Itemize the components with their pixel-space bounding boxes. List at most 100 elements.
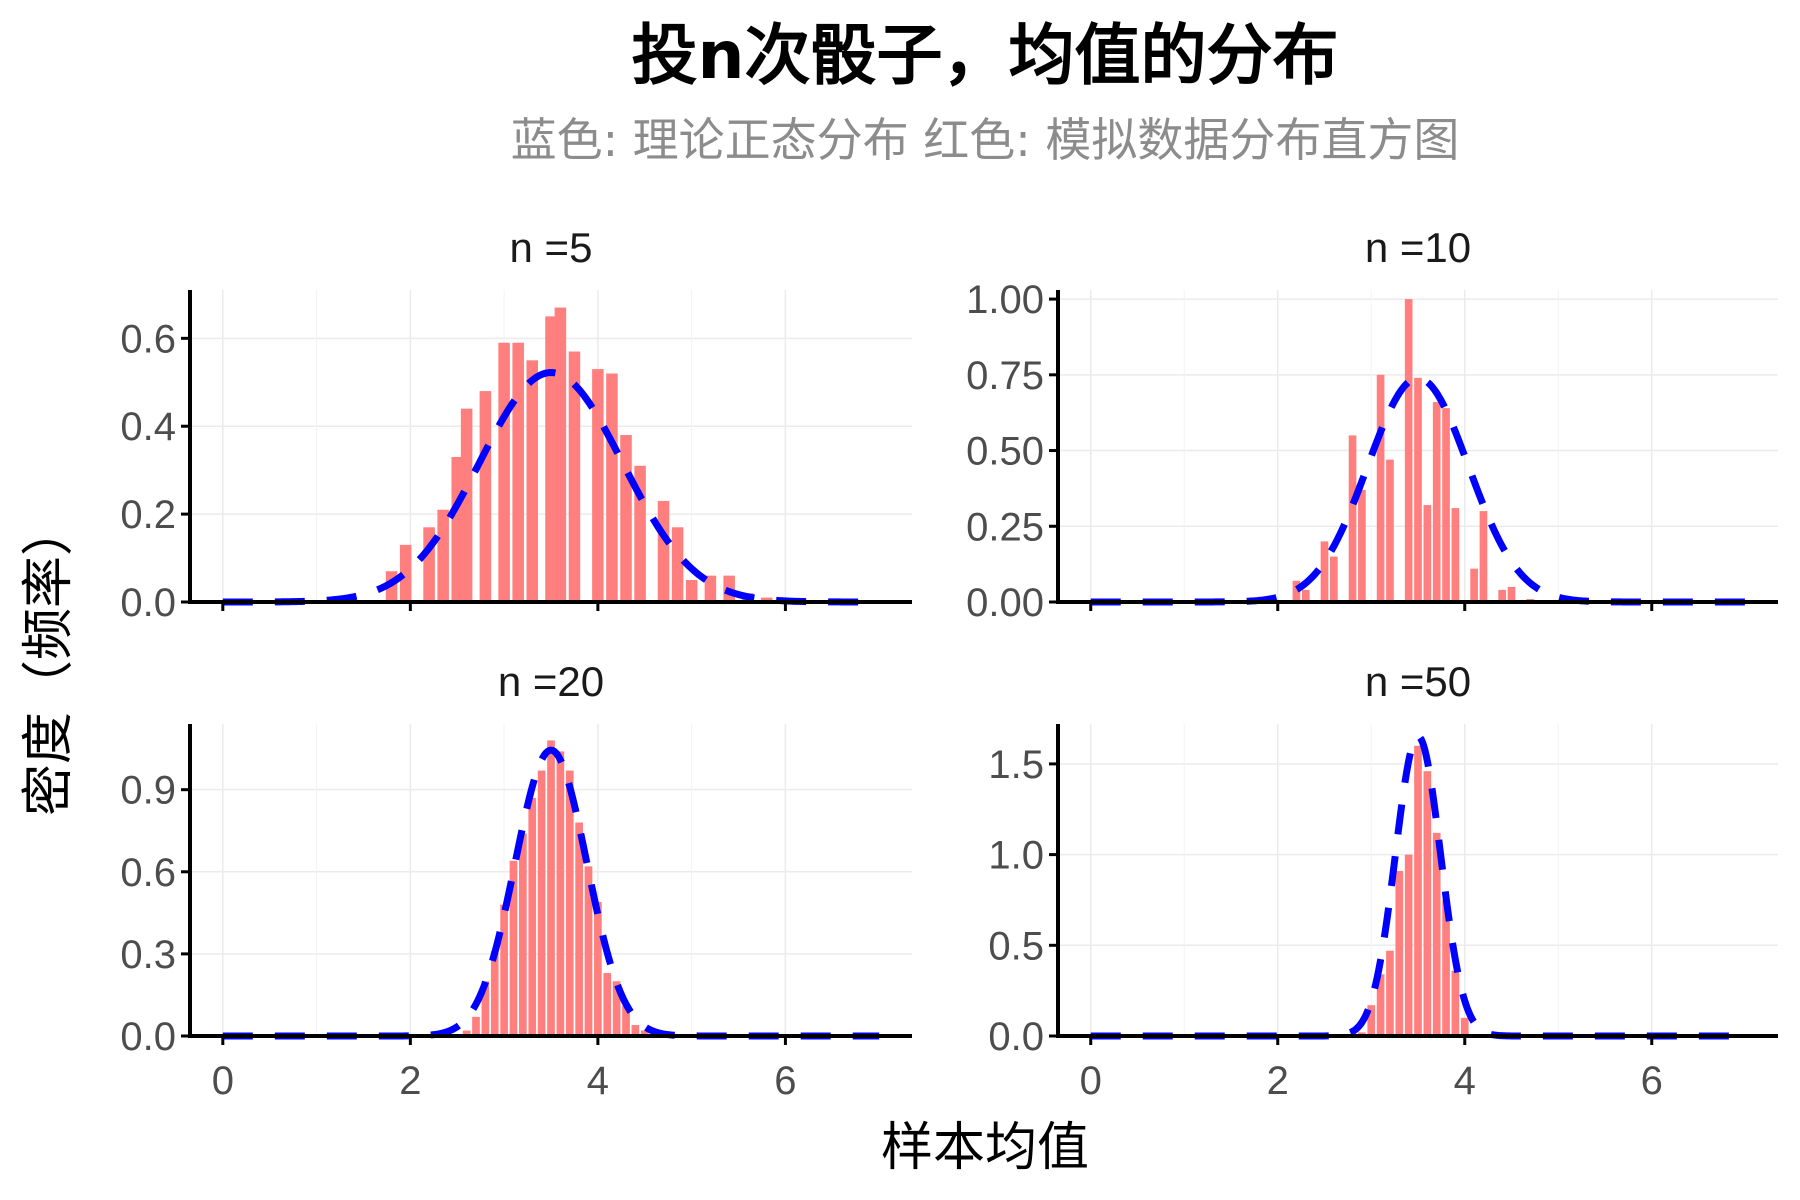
histogram-bar <box>565 770 574 1036</box>
histogram-bar <box>481 981 490 1036</box>
histogram-bar <box>1367 1005 1376 1036</box>
histogram-bar <box>1414 377 1422 602</box>
histogram-bar <box>1479 511 1488 602</box>
facet-panel-n50: n =50 0.0 0.5 1.0 1.5 0 2 4 6 <box>988 658 1778 1103</box>
y-tick-label: 0.5 <box>988 924 1044 968</box>
chart-title: 投n次骰子，均值的分布 <box>632 17 1339 94</box>
histogram-bar <box>1442 408 1450 602</box>
facet-panel-n10: n =10 0.00 0.25 0.50 0.75 1.00 <box>966 224 1778 625</box>
histogram-bar <box>451 456 464 602</box>
histogram-bar <box>1404 854 1413 1036</box>
histogram-bar <box>1460 1017 1469 1036</box>
histogram-bar <box>479 391 492 602</box>
histogram-bar <box>1414 745 1422 1036</box>
histogram-bar <box>1470 568 1478 602</box>
x-axis-title: 样本均值 <box>881 1118 1089 1178</box>
histogram-bar <box>640 1030 649 1036</box>
histogram-bar <box>592 369 604 602</box>
x-tick-label: 6 <box>1641 1059 1663 1103</box>
histogram-bar <box>462 1030 471 1036</box>
histogram-bar <box>500 904 508 1036</box>
y-axis-title: 密度（频率） <box>19 504 79 816</box>
histogram-bar <box>1451 970 1460 1036</box>
y-tick-label: 0.3 <box>120 933 176 977</box>
histogram-bar <box>512 342 524 602</box>
histogram-bar <box>547 740 555 1036</box>
histogram-bar <box>671 527 684 602</box>
facet-label: n =50 <box>1365 658 1471 705</box>
y-tick-label: 0.00 <box>966 581 1044 625</box>
y-tick-label: 0.0 <box>120 1015 176 1059</box>
histogram-bar <box>631 1025 640 1036</box>
facet-panels: n =50.00.20.40.6n =100.000.250.500.751.0… <box>120 224 1778 1103</box>
histogram-bar <box>1507 586 1516 602</box>
y-tick-label: 0.25 <box>966 505 1044 549</box>
histogram-bar <box>1301 589 1310 602</box>
histogram-bar <box>1330 556 1338 602</box>
histogram-bar <box>1348 435 1357 602</box>
y-tick-label: 0.0 <box>988 1015 1044 1059</box>
histogram-bar <box>554 307 567 602</box>
histogram-bar <box>490 951 499 1036</box>
x-tick-label: 4 <box>587 1059 609 1103</box>
histogram-bar <box>1498 589 1506 602</box>
y-tick-label: 0.4 <box>120 405 176 449</box>
histogram-bar <box>620 435 632 602</box>
histogram-bar <box>519 833 527 1036</box>
facet-label: n =10 <box>1365 224 1471 271</box>
histogram-bar <box>423 527 435 602</box>
histogram-bar <box>568 351 581 602</box>
histogram-bar <box>472 1016 480 1036</box>
y-tick-label: 1.0 <box>988 834 1044 878</box>
histogram-bar <box>1432 832 1441 1036</box>
histogram-bar <box>594 901 602 1036</box>
x-tick-label: 0 <box>1080 1059 1102 1103</box>
y-tick-label: 1.5 <box>988 743 1044 787</box>
histogram-bar <box>584 866 593 1036</box>
histogram-bar <box>399 544 412 602</box>
histogram-bar <box>528 797 537 1036</box>
histogram-bar <box>1320 541 1329 602</box>
x-tick-label: 6 <box>774 1059 796 1103</box>
histogram-bar <box>704 575 717 602</box>
histogram-bar <box>760 597 773 602</box>
facet-panel-n5: n =5 0.0 0.2 0.4 0.6 <box>120 224 912 625</box>
y-tick-label: 1.00 <box>966 278 1044 322</box>
histogram-bar <box>1358 489 1366 602</box>
histogram-bar <box>612 981 621 1036</box>
histogram-bar <box>1376 974 1385 1036</box>
normal-curve <box>222 369 880 606</box>
y-tick-label: 0.2 <box>120 493 176 537</box>
histogram-bar <box>685 580 698 602</box>
histogram-bar <box>1292 580 1301 602</box>
y-tick-label: 0.75 <box>966 354 1044 398</box>
facet-label: n =20 <box>498 658 604 705</box>
histogram-bar <box>1395 870 1404 1036</box>
x-tick-label: 2 <box>399 1059 421 1103</box>
histogram-bar <box>1404 299 1413 602</box>
histogram-bar <box>437 509 449 602</box>
histogram-bar <box>1423 771 1432 1036</box>
x-tick-label: 0 <box>212 1059 234 1103</box>
histogram-bar <box>1386 950 1394 1036</box>
histogram-bar <box>1423 505 1432 602</box>
histogram-bar <box>545 316 557 602</box>
histogram-bar <box>509 860 518 1036</box>
y-tick-label: 0.9 <box>120 769 176 813</box>
histogram-bar <box>1386 459 1394 602</box>
y-tick-label: 0.6 <box>120 317 176 361</box>
histogram-bar <box>537 770 546 1036</box>
facet-panel-n20: n =20 0.0 0.3 0.6 0.9 0 2 4 6 <box>120 658 912 1103</box>
histogram-bar <box>575 822 583 1036</box>
y-tick-label: 0.0 <box>120 581 176 625</box>
histogram-bar <box>603 973 612 1036</box>
histogram-bar <box>1376 374 1385 602</box>
histogram-bar <box>498 342 510 602</box>
histogram-bar <box>526 360 539 602</box>
histogram-bar <box>622 1005 630 1036</box>
y-tick-label: 0.50 <box>966 430 1044 474</box>
histogram-bar <box>657 500 670 602</box>
y-tick-label: 0.6 <box>120 851 176 895</box>
histogram-bar <box>1442 899 1450 1036</box>
